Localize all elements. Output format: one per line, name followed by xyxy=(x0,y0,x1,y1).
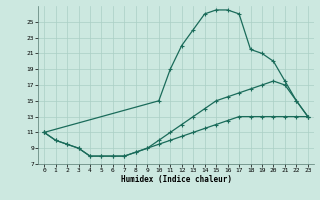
X-axis label: Humidex (Indice chaleur): Humidex (Indice chaleur) xyxy=(121,175,231,184)
